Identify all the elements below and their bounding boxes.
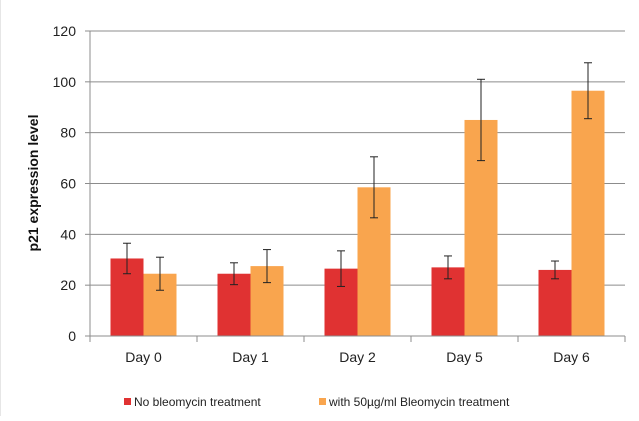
legend-swatch — [319, 398, 326, 405]
legend-label: with 50µg/ml Bleomycin treatment — [328, 395, 510, 409]
y-axis-title: p21 expression level — [25, 115, 41, 252]
legend-item: No bleomycin treatment — [124, 395, 261, 409]
y-tick-label: 120 — [53, 23, 77, 39]
y-tick-label: 100 — [53, 74, 77, 90]
x-tick-label: Day 1 — [232, 349, 269, 365]
x-tick-label: Day 0 — [125, 349, 162, 365]
bars — [110, 90, 605, 337]
legend-swatch — [124, 398, 131, 405]
legend: No bleomycin treatment with 50µg/ml Bleom… — [124, 395, 510, 409]
x-tick-label: Day 2 — [339, 349, 376, 365]
y-tick-label: 0 — [68, 328, 76, 344]
bar-control — [538, 269, 572, 336]
gridlines — [90, 30, 625, 286]
error-bars — [123, 62, 592, 291]
y-tick-label: 20 — [60, 277, 76, 293]
tick-labels: 0 20 40 60 80 100 120 Day 0 Day 1 Day 2 Day 5 Day 6 — [53, 23, 590, 365]
x-tick-label: Day 5 — [446, 349, 483, 365]
bar-bleomycin — [571, 90, 605, 337]
y-tick-label: 60 — [60, 176, 76, 192]
axes — [85, 30, 626, 342]
legend-item: with 50µg/ml Bleomycin treatment — [319, 395, 510, 409]
legend-label: No bleomycin treatment — [134, 395, 261, 409]
y-tick-label: 80 — [60, 125, 76, 141]
x-tick-label: Day 6 — [553, 349, 590, 365]
y-tick-label: 40 — [60, 226, 76, 242]
